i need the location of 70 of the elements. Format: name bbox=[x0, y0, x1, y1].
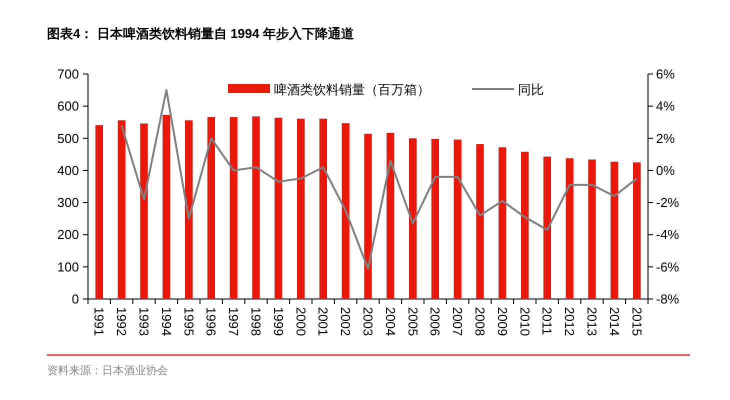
y-tick-label: 700 bbox=[57, 66, 79, 82]
bar bbox=[454, 140, 462, 299]
y-tick-label: 200 bbox=[57, 227, 79, 242]
x-tick-label: 2001 bbox=[316, 307, 331, 336]
x-tick-label: 2013 bbox=[584, 307, 600, 336]
bar bbox=[162, 114, 170, 299]
chart-title: 图表4： 日本啤酒类饮料销量自 1994 年步入下降通道 bbox=[47, 26, 355, 41]
y2-tick-label: -2% bbox=[656, 195, 680, 210]
bar bbox=[342, 123, 350, 299]
y2-tick-label: -8% bbox=[656, 292, 680, 306]
y-tick-label: 600 bbox=[57, 98, 79, 114]
bar bbox=[498, 147, 506, 299]
x-tick-label: 2012 bbox=[562, 307, 578, 336]
x-tick-label: 2004 bbox=[382, 307, 398, 336]
bar bbox=[296, 118, 305, 299]
bar bbox=[95, 125, 104, 299]
bar bbox=[207, 117, 216, 299]
x-tick-label: 1999 bbox=[270, 307, 286, 336]
x-tick-label: 2005 bbox=[405, 307, 420, 336]
bar bbox=[386, 132, 394, 299]
bar bbox=[118, 120, 126, 299]
y2-tick-label: 6% bbox=[656, 66, 676, 82]
y2-tick-label: 4% bbox=[656, 98, 676, 114]
bar bbox=[588, 160, 596, 299]
x-tick-label: 2007 bbox=[450, 307, 466, 336]
x-tick-label: 1993 bbox=[136, 307, 152, 336]
y-tick-label: 100 bbox=[57, 259, 79, 274]
x-tick-label: 2008 bbox=[472, 307, 488, 336]
bar bbox=[543, 156, 552, 299]
bar bbox=[140, 124, 148, 299]
y2-tick-label: 2% bbox=[656, 130, 676, 146]
legend-label: 啤酒类饮料销量（百万箱） bbox=[274, 82, 430, 97]
bar bbox=[319, 118, 328, 299]
x-tick-label: 2002 bbox=[338, 307, 354, 336]
y-tick-label: 300 bbox=[57, 195, 79, 210]
bar bbox=[610, 162, 618, 299]
bar bbox=[408, 138, 417, 299]
x-tick-label: 1994 bbox=[158, 307, 174, 336]
bar bbox=[274, 118, 282, 299]
y-tick-label: 0 bbox=[72, 292, 79, 306]
x-tick-label: 2011 bbox=[540, 307, 555, 335]
text: 资料来源：日本酒业协会 bbox=[47, 364, 168, 377]
x-tick-label: 1991 bbox=[92, 307, 107, 336]
y2-tick-label: -4% bbox=[656, 227, 680, 242]
legend-label: 同比 bbox=[518, 82, 544, 97]
y2-tick-label: 0% bbox=[656, 162, 676, 178]
bar bbox=[252, 116, 260, 299]
bar bbox=[230, 117, 238, 299]
y-tick-label: 400 bbox=[57, 162, 79, 178]
y2-tick-label: -6% bbox=[656, 259, 680, 274]
x-tick-label: 1997 bbox=[226, 307, 242, 336]
bar bbox=[476, 144, 484, 299]
bar bbox=[364, 134, 372, 299]
x-tick-label: 2010 bbox=[517, 307, 532, 336]
bar bbox=[632, 162, 641, 299]
x-tick-label: 2000 bbox=[293, 307, 308, 336]
x-tick-label: 2009 bbox=[494, 307, 510, 336]
x-tick-label: 2003 bbox=[360, 307, 376, 336]
bar bbox=[431, 138, 440, 299]
x-tick-label: 1996 bbox=[204, 307, 219, 336]
x-tick-label: 2014 bbox=[606, 307, 622, 336]
bar bbox=[184, 120, 193, 299]
x-tick-label: 1998 bbox=[248, 307, 264, 336]
x-tick-label: 2015 bbox=[629, 307, 644, 336]
y-tick-label: 500 bbox=[57, 130, 79, 146]
x-tick-label: 1995 bbox=[181, 307, 196, 336]
x-tick-label: 1992 bbox=[114, 307, 130, 336]
x-tick-label: 2006 bbox=[428, 307, 443, 336]
bar bbox=[520, 152, 529, 299]
bar bbox=[566, 158, 574, 299]
